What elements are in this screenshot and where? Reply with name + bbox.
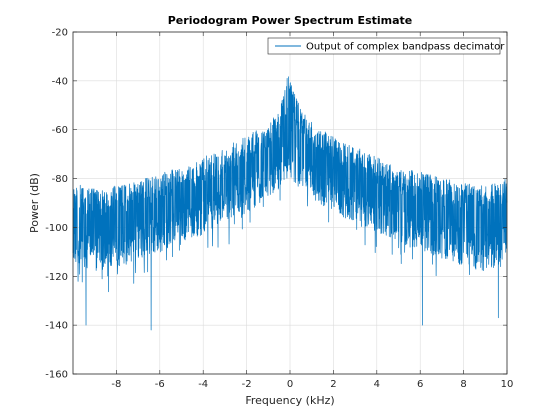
y-tick-label: -160	[45, 370, 68, 381]
y-tick-label: -100	[45, 223, 68, 234]
x-tick-label: -2	[242, 379, 252, 390]
chart-title: Periodogram Power Spectrum Estimate	[168, 14, 413, 27]
y-tick-label: -140	[45, 321, 68, 332]
y-tick-label: -60	[52, 125, 68, 136]
x-tick-label: 6	[417, 379, 423, 390]
axis-ticks: -8 -6 -4 -2 0 2 4 6 8 10-160-140-120-100-80-60-40…	[45, 28, 513, 391]
x-tick-label: 10	[501, 379, 514, 390]
y-tick-label: -120	[45, 272, 68, 283]
data-layer	[72, 76, 508, 331]
legend-box	[267, 37, 501, 55]
x-tick-label: -6	[155, 379, 165, 390]
legend-entry-label: Output of complex bandpass decimator	[306, 42, 505, 53]
x-tick-label: 8	[460, 379, 466, 390]
legend: Output of complex bandpass decimator	[267, 37, 505, 55]
x-tick-label: 0	[287, 379, 293, 390]
x-axis-label: Frequency (kHz)	[245, 394, 334, 407]
spectrum-series-line	[72, 76, 508, 331]
y-tick-label: -20	[52, 28, 68, 39]
y-tick-label: -40	[52, 76, 68, 87]
x-tick-label: 2	[330, 379, 336, 390]
x-tick-label: -8	[111, 379, 121, 390]
x-tick-label: -4	[198, 379, 208, 390]
y-axis-label: Power (dB)	[28, 173, 41, 233]
y-tick-label: -80	[52, 174, 68, 185]
x-tick-label: 4	[374, 379, 380, 390]
